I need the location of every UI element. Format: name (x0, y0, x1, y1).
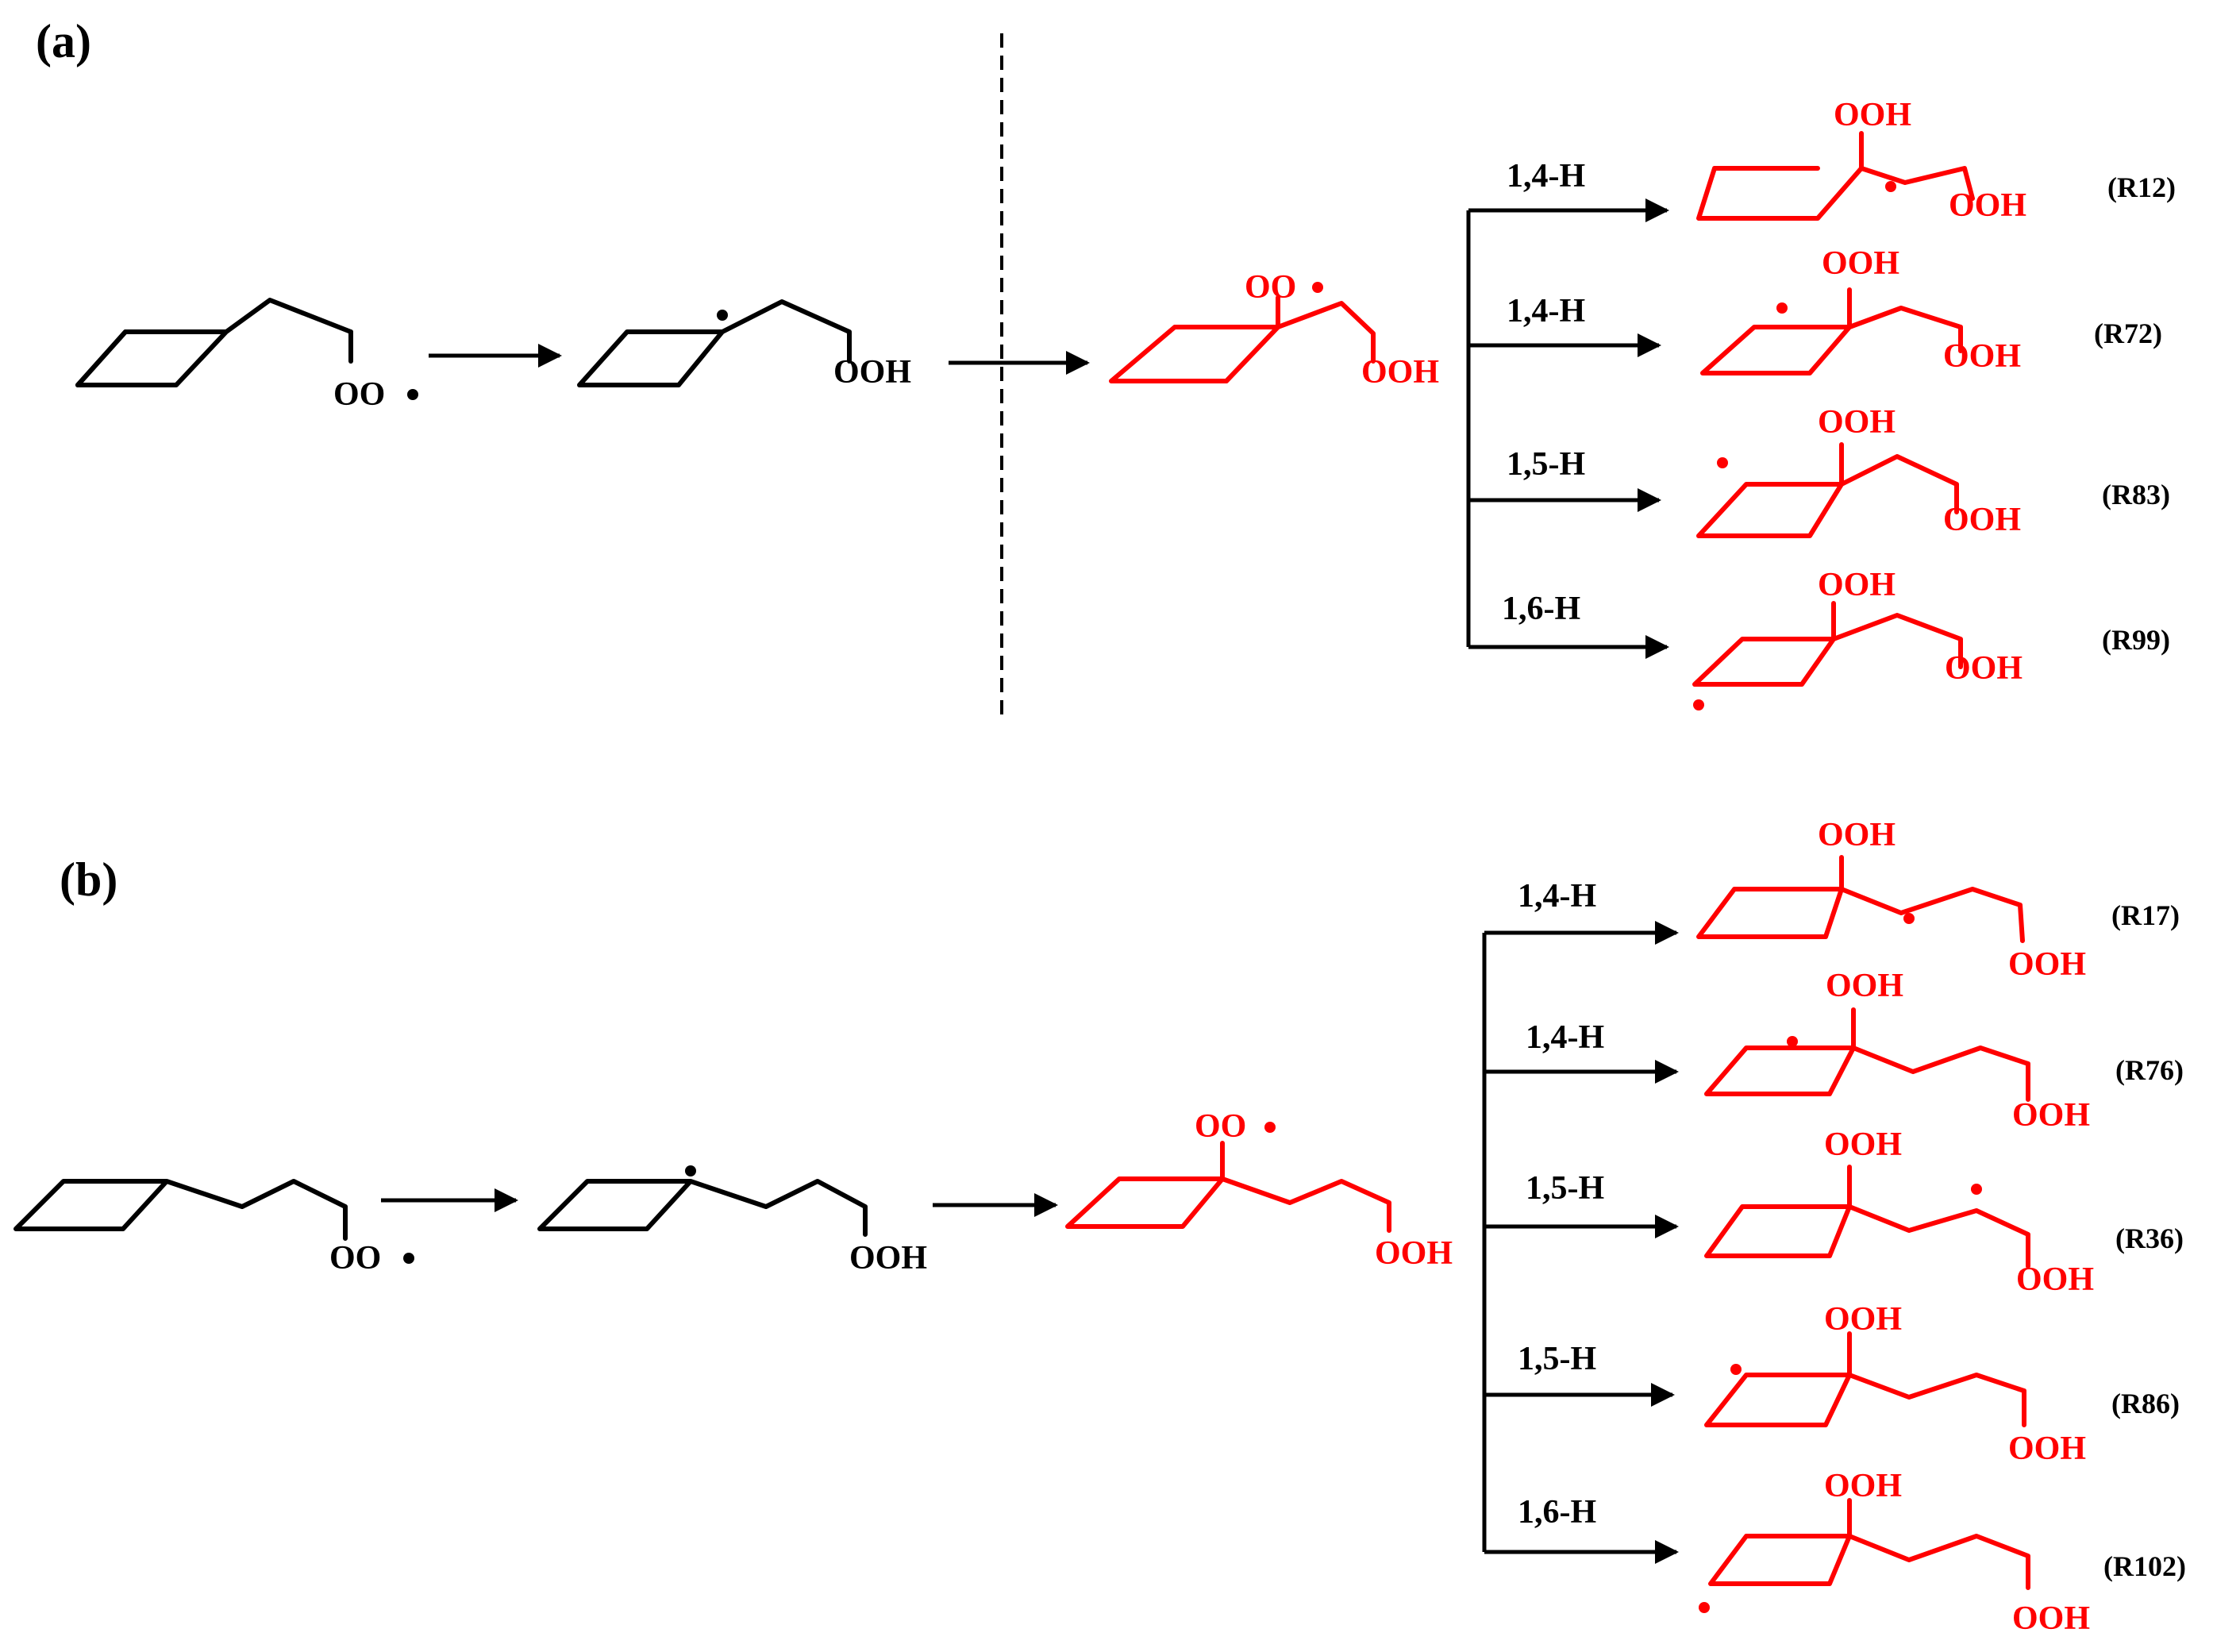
panel-b: OO OOH OO OOH 1,4-H 1,4-H 1,5-H 1, (13, 817, 2186, 1637)
molecule-b-reactant-1 (13, 1179, 348, 1241)
a-r99-top-group: OOH (1818, 567, 1896, 603)
molecule-a-product-r72 (1700, 287, 1963, 375)
a-r72-end-group: OOH (1943, 338, 2021, 375)
molecule-a-reactant-2 (577, 299, 852, 387)
b-intermediate-peroxy: OO (1195, 1108, 1246, 1145)
b-intermediate-hydroperoxy: OOH (1375, 1235, 1453, 1272)
a-reactant-1-peroxy: OO (333, 376, 385, 413)
branch-bracket-b (1482, 921, 1679, 1564)
b-r36-reaction-label: (R36) (2115, 1223, 2184, 1254)
a-r99-reaction-label: (R99) (2102, 624, 2170, 656)
a-branch-1-shift: 1,4-H (1507, 158, 1585, 194)
b-branch-3-shift: 1,5-H (1526, 1170, 1604, 1207)
b-r76-reaction-label: (R76) (2115, 1054, 2184, 1086)
b-r36-top-group: OOH (1824, 1126, 1902, 1163)
a-r83-top-group: OOH (1818, 404, 1896, 441)
b-r102-radical-dot (1699, 1602, 1710, 1613)
b-r76-top-group: OOH (1826, 968, 1903, 1004)
b-r17-radical-dot (1903, 913, 1915, 924)
a-intermediate-peroxy: OO (1245, 269, 1296, 306)
a-branch-2-shift: 1,4-H (1507, 293, 1585, 329)
molecule-b-product-r102 (1708, 1498, 2030, 1590)
molecule-a-product-r12 (1696, 131, 1975, 221)
b-r86-top-group: OOH (1824, 1301, 1902, 1338)
panel-a: OO OOH OO OOH 1,4-H 1,4-H 1,5-H 1,6-H (75, 97, 2176, 710)
b-reactant-2-radical-dot (685, 1165, 696, 1176)
branch-bracket-a (1466, 198, 1669, 659)
b-r102-top-group: OOH (1824, 1468, 1902, 1504)
b-r76-end-group: OOH (2012, 1097, 2090, 1134)
panel-b-label: (b) (60, 853, 117, 906)
molecule-a-product-r99 (1692, 601, 1963, 687)
molecule-b-product-r17 (1696, 855, 2025, 943)
a-reactant-2-hydroperoxy: OOH (833, 354, 911, 391)
a-intermediate-radical-dot (1312, 282, 1323, 293)
a-r99-end-group: OOH (1945, 650, 2023, 687)
a-reactant-1-radical-dot (407, 389, 418, 400)
b-r17-top-group: OOH (1818, 817, 1896, 853)
a-r12-reaction-label: (R12) (2107, 171, 2176, 203)
a-reactant-2-radical-dot (717, 310, 728, 321)
molecule-b-product-r76 (1704, 1007, 2030, 1102)
b-branch-4-shift: 1,5-H (1518, 1341, 1596, 1377)
a-branch-3-shift: 1,5-H (1507, 446, 1585, 483)
a-r12-end-group: OOH (1949, 187, 2026, 224)
b-r86-reaction-label: (R86) (2111, 1388, 2180, 1419)
molecule-b-intermediate (1065, 1141, 1391, 1233)
a-r99-radical-dot (1693, 699, 1704, 710)
a-r72-reaction-label: (R72) (2094, 318, 2162, 349)
a-r12-radical-dot (1885, 181, 1896, 192)
b-reactant-2-hydroperoxy: OOH (849, 1240, 927, 1277)
a-branch-4-shift: 1,6-H (1502, 591, 1580, 627)
b-r36-end-group: OOH (2016, 1261, 2094, 1298)
molecule-b-reactant-2 (537, 1179, 868, 1237)
b-r76-radical-dot (1787, 1036, 1798, 1047)
molecule-b-product-r86 (1704, 1331, 2026, 1427)
b-branch-1-shift: 1,4-H (1518, 878, 1596, 915)
b-r86-radical-dot (1730, 1364, 1742, 1375)
a-r83-reaction-label: (R83) (2102, 479, 2170, 510)
b-reactant-1-peroxy: OO (329, 1240, 381, 1277)
b-branch-2-shift: 1,4-H (1526, 1019, 1604, 1056)
a-r72-top-group: OOH (1822, 245, 1899, 282)
b-intermediate-radical-dot (1264, 1122, 1276, 1133)
molecule-a-product-r83 (1696, 442, 1959, 538)
molecule-b-product-r36 (1704, 1165, 2030, 1269)
a-r83-end-group: OOH (1943, 502, 2021, 538)
a-r12-top-group: OOH (1834, 97, 1911, 133)
b-branch-5-shift: 1,6-H (1518, 1494, 1596, 1531)
molecule-a-intermediate (1109, 295, 1376, 383)
a-r83-radical-dot (1717, 457, 1728, 468)
b-r102-reaction-label: (R102) (2103, 1550, 2186, 1582)
molecule-a-reactant-1 (75, 298, 353, 387)
b-r86-end-group: OOH (2008, 1431, 2086, 1467)
b-r17-end-group: OOH (2008, 946, 2086, 983)
b-r102-end-group: OOH (2012, 1600, 2090, 1637)
a-r72-radical-dot (1776, 302, 1788, 314)
b-r36-radical-dot (1971, 1184, 1982, 1195)
panel-a-label: (a) (36, 15, 91, 67)
b-reactant-1-radical-dot (403, 1253, 414, 1264)
b-r17-reaction-label: (R17) (2111, 899, 2180, 931)
a-intermediate-hydroperoxy: OOH (1361, 354, 1439, 391)
